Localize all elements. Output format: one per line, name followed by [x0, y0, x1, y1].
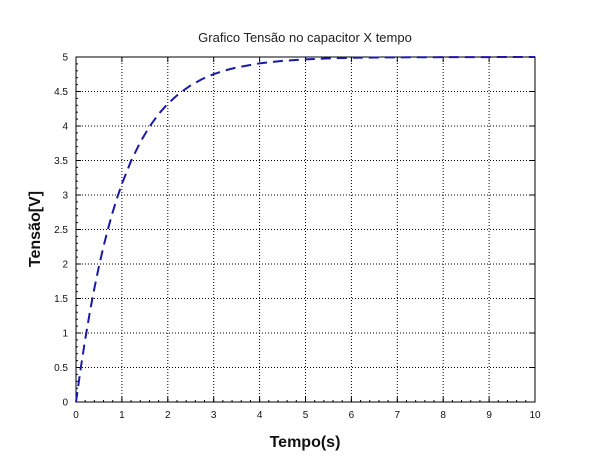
- x-tick-label: 1: [119, 410, 125, 421]
- x-tick-label: 5: [303, 410, 309, 421]
- x-tick-label: 10: [529, 410, 541, 421]
- x-tick-label: 8: [440, 410, 446, 421]
- y-tick-label: 4.5: [54, 87, 68, 98]
- y-tick-label: 3: [62, 191, 68, 202]
- y-tick-label: 0: [62, 398, 68, 409]
- y-tick-label: 3.5: [54, 156, 68, 167]
- x-tick-label: 9: [486, 410, 492, 421]
- y-tick-label: 5: [62, 53, 68, 64]
- y-axis-label: Tensão[V]: [27, 191, 44, 267]
- x-tick-label: 2: [165, 410, 171, 421]
- y-tick-label: 1.5: [54, 294, 68, 305]
- chart-ticks: [75, 56, 536, 403]
- x-tick-label: 0: [73, 410, 79, 421]
- y-tick-label: 0.5: [54, 363, 68, 374]
- y-tick-label: 1: [62, 329, 68, 340]
- x-tick-label: 7: [395, 410, 401, 421]
- x-tick-label: 3: [211, 410, 217, 421]
- chart-title: Grafico Tensão no capacitor X tempo: [198, 30, 412, 45]
- x-axis-label: Tempo(s): [270, 434, 341, 451]
- chart-tick-labels: 0 1 2 3 4 5 6 7 8 9 10 0 0.5 1 1.5 2 2.5 3 3.5 4 4.5 5: [54, 53, 541, 422]
- y-tick-label: 4: [62, 122, 68, 133]
- y-tick-label: 2.5: [54, 225, 68, 236]
- x-tick-label: 4: [257, 410, 263, 421]
- series-line: [75, 56, 536, 403]
- y-tick-label: 2: [62, 260, 68, 271]
- x-tick-label: 6: [349, 410, 355, 421]
- chart-grid: [76, 57, 535, 402]
